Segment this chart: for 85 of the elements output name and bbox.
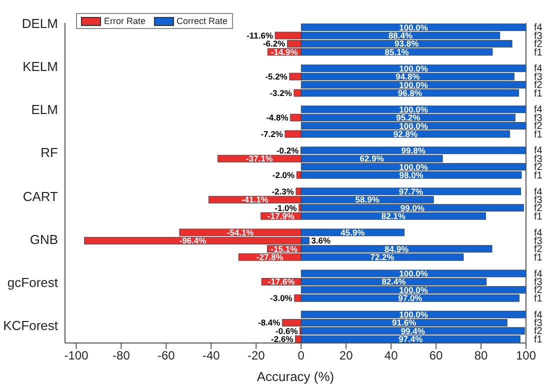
- data-label: 82.4%: [382, 276, 406, 287]
- data-label: 100.0%: [399, 120, 428, 131]
- data-label: 98.0%: [399, 170, 424, 180]
- data-label: -17.6%: [268, 276, 296, 287]
- text: gcForest: [7, 274, 58, 291]
- data-label: 88.4%: [388, 30, 414, 41]
- data-label: -8.4%: [258, 318, 281, 328]
- data-label: 62.9%: [360, 154, 384, 164]
- data-label: 97.7%: [398, 186, 424, 196]
- y-tick-label: f1: [534, 170, 543, 182]
- text: CART: [22, 188, 58, 205]
- data-label: 3.6%: [311, 236, 332, 246]
- data-label: -11.6%: [246, 30, 274, 41]
- data-label: 100.0%: [399, 104, 428, 114]
- data-label: -2.3%: [272, 186, 294, 196]
- data-label: 97.4%: [398, 334, 424, 344]
- data-label: -6.2%: [262, 38, 286, 49]
- y-tick-label: f1: [534, 129, 543, 140]
- data-label: 85.1%: [384, 46, 410, 57]
- data-label: 94.8%: [396, 72, 420, 82]
- x-tick-label: -20: [247, 348, 266, 363]
- data-label: 92.8%: [393, 128, 418, 139]
- y-tick-label: f1: [534, 211, 543, 222]
- y-tick-label: f1: [534, 252, 543, 264]
- data-label: -3.2%: [270, 88, 292, 98]
- data-label: -3.0%: [270, 293, 293, 304]
- legend-label: Error Rate: [103, 15, 146, 27]
- data-label: -1.0%: [274, 202, 298, 213]
- data-label: -37.1%: [246, 154, 274, 164]
- data-label: 100.0%: [399, 63, 428, 74]
- data-label: -2.0%: [272, 170, 296, 180]
- y-tick-label: f1: [534, 47, 543, 58]
- data-label: 82.1%: [381, 211, 406, 222]
- data-label: -17.9%: [268, 211, 295, 222]
- data-label: -27.8%: [256, 252, 284, 262]
- data-label: 58.9%: [355, 194, 380, 205]
- x-tick-label: 0: [298, 348, 305, 363]
- data-label: -0.6%: [276, 326, 298, 336]
- data-label: 72.2%: [370, 252, 395, 262]
- data-label: 99.0%: [400, 202, 425, 213]
- data-label: 100.0%: [399, 162, 428, 172]
- x-tick-label: 80: [474, 348, 488, 363]
- text: RF: [40, 145, 58, 162]
- data-label: 100.0%: [399, 284, 428, 295]
- data-label: 100.0%: [399, 80, 428, 90]
- data-label: 84.9%: [384, 244, 410, 254]
- data-label: -0.2%: [276, 145, 300, 156]
- data-label: 100.0%: [399, 310, 428, 320]
- x-tick-label: -60: [158, 348, 176, 363]
- data-label: 99.8%: [401, 145, 426, 156]
- legend-label: Correct Rate: [176, 15, 228, 27]
- data-label: 96.8%: [398, 88, 422, 98]
- x-tick-label: -100: [64, 348, 89, 363]
- text: GNB: [30, 232, 58, 248]
- y-tick-label: f1: [534, 88, 543, 100]
- text: DELM: [22, 16, 58, 32]
- data-label: -7.2%: [260, 128, 284, 139]
- x-tick-label: -80: [112, 348, 130, 363]
- data-label: -14.9%: [270, 46, 298, 57]
- x-tick-label: 40: [384, 348, 398, 363]
- data-label: 95.2%: [396, 112, 421, 123]
- x-axis-title: Accuracy (%): [256, 369, 334, 384]
- data-label: 91.6%: [392, 318, 417, 328]
- data-label: -2.6%: [271, 334, 294, 344]
- data-label: 93.8%: [394, 38, 420, 49]
- data-label: 99.4%: [400, 326, 426, 336]
- data-label: -5.2%: [265, 72, 288, 82]
- x-tick-label: 20: [339, 348, 354, 363]
- data-label: -15.1%: [270, 244, 298, 254]
- y-tick-label: f1: [534, 293, 543, 304]
- text: KELM: [22, 59, 58, 76]
- x-tick-label: -40: [202, 348, 220, 363]
- x-tick-label: 60: [429, 348, 444, 363]
- data-label: -41.1%: [241, 194, 269, 205]
- data-label: 100.0%: [399, 268, 428, 278]
- text: ELM: [31, 102, 58, 118]
- x-tick-label: 100: [516, 348, 536, 363]
- data-label: 97.0%: [398, 293, 423, 304]
- data-label: -96.4%: [179, 236, 207, 246]
- data-label: -4.8%: [266, 112, 289, 123]
- data-label: -54.1%: [226, 227, 254, 238]
- data-label: 100.0%: [399, 22, 428, 32]
- text: KCForest: [3, 318, 58, 334]
- data-label: 45.9%: [340, 227, 366, 238]
- y-tick-label: f1: [534, 334, 543, 346]
